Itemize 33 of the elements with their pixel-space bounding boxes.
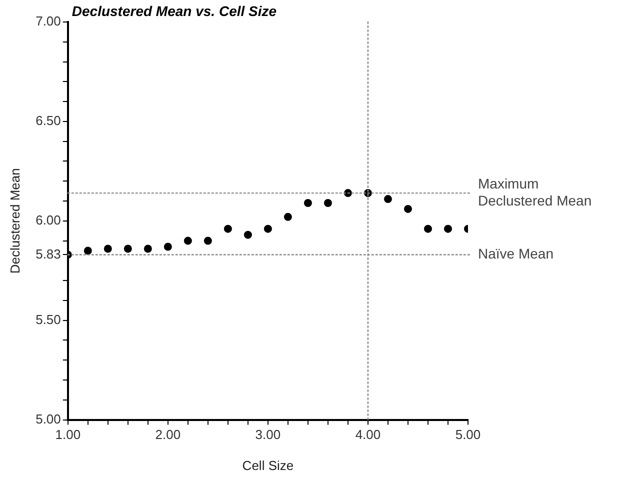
chart-title: Declustered Mean vs. Cell Size: [72, 2, 277, 19]
point: [304, 199, 312, 207]
point: [184, 236, 192, 245]
point: [384, 195, 392, 204]
x-tick-label: 1.00: [55, 427, 81, 442]
point: [244, 230, 252, 239]
x-tick-label: 5.00: [455, 427, 481, 442]
y-tick-label: 5.00: [36, 411, 61, 426]
y-tick-label: 5.83: [36, 246, 61, 262]
point: [424, 224, 432, 233]
point: [104, 244, 112, 253]
x-axis-title: Cell Size: [242, 458, 294, 473]
point: [224, 224, 232, 233]
x-tick-label: 2.00: [155, 427, 181, 442]
point: [84, 246, 92, 255]
point: [284, 212, 292, 221]
y-axis-title: Declustered Mean: [7, 168, 22, 274]
x-tick-label: 4.00: [355, 427, 381, 442]
point: [124, 244, 132, 253]
point: [164, 242, 172, 251]
point: [444, 224, 452, 233]
y-tick-label: 7.00: [36, 14, 61, 29]
point: [144, 244, 152, 253]
x-tick-label: 3.00: [255, 427, 281, 442]
y-tick-label: 6.50: [36, 113, 61, 128]
point: [404, 204, 412, 213]
point: [204, 236, 212, 245]
y-tick-label: 5.50: [36, 312, 61, 327]
y-tick-label: 6.00: [36, 212, 61, 228]
ref-line-label: Naïve Mean: [478, 246, 554, 262]
point: [324, 199, 332, 207]
ref-line-label: Maximum Declustered Mean: [478, 175, 592, 208]
point: [264, 224, 272, 233]
